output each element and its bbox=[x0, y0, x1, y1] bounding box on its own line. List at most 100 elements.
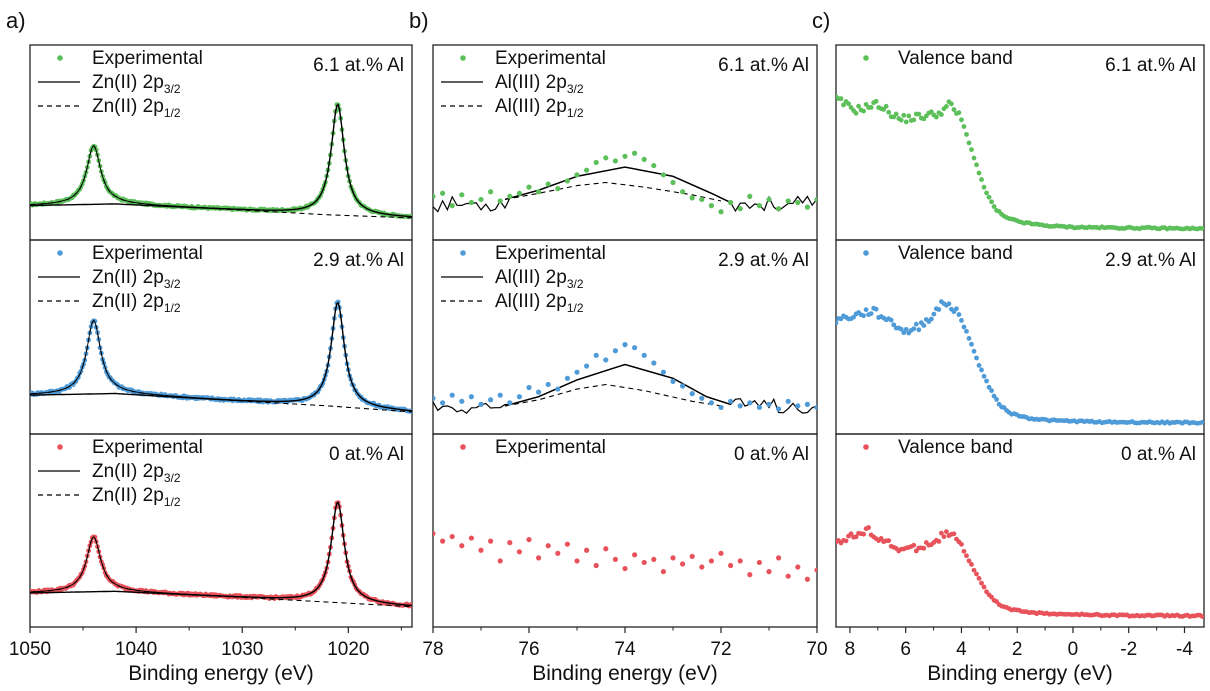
experimental-point bbox=[795, 564, 801, 570]
experimental-point bbox=[440, 400, 446, 406]
fit-envelope-line bbox=[30, 103, 412, 218]
experimental-point bbox=[603, 546, 609, 552]
valence-band-point bbox=[949, 101, 954, 107]
valence-band-point bbox=[921, 545, 927, 551]
experimental-point bbox=[641, 559, 647, 566]
valence-band-point bbox=[979, 580, 984, 586]
experimental-point bbox=[766, 196, 772, 203]
legend-label-subscript: 1/2 bbox=[567, 106, 584, 120]
valence-band-point bbox=[848, 531, 854, 537]
x-tick-label: 0 bbox=[1068, 639, 1079, 660]
legend-marker-dot bbox=[863, 444, 869, 450]
experimental-point bbox=[497, 198, 503, 204]
experimental-point bbox=[708, 203, 715, 209]
valence-band-point bbox=[1199, 419, 1204, 425]
experimental-point bbox=[488, 538, 494, 544]
valence-band-point bbox=[979, 177, 984, 182]
experimental-point bbox=[574, 369, 580, 375]
experimental-point bbox=[507, 540, 513, 546]
experimental-point bbox=[574, 172, 580, 178]
x-tick-label: -4 bbox=[1176, 639, 1193, 660]
experimental-point bbox=[766, 401, 772, 407]
legend-label: Zn(II) 2p3/2 bbox=[92, 267, 181, 291]
valence-band-point bbox=[961, 324, 967, 330]
valence-band-point bbox=[921, 323, 927, 328]
valence-band-point bbox=[838, 96, 844, 102]
experimental-point bbox=[433, 193, 436, 199]
legend-marker-dot bbox=[863, 55, 869, 61]
x-tick-label: 76 bbox=[518, 639, 539, 660]
experimental-point bbox=[785, 198, 791, 204]
experimental-point bbox=[766, 569, 772, 575]
legend-label: Experimental bbox=[495, 48, 606, 69]
experimental-point bbox=[593, 352, 599, 358]
valence-band-point bbox=[956, 110, 962, 116]
experimental-point bbox=[545, 543, 551, 549]
valence-band-point bbox=[989, 388, 994, 394]
x-tick-label: 8 bbox=[845, 639, 856, 660]
fit-2p32-line bbox=[504, 166, 731, 204]
experimental-point bbox=[756, 559, 763, 566]
experimental-point bbox=[555, 186, 561, 192]
experimental-point bbox=[564, 541, 571, 547]
experimental-point bbox=[433, 530, 436, 537]
valence-band-point bbox=[1199, 226, 1204, 231]
experimental-point bbox=[584, 547, 590, 553]
experimental-point bbox=[516, 394, 523, 400]
x-tick-label: 70 bbox=[806, 639, 827, 660]
x-axis: 1050 1040 1030 1020 Binding energy (eV) bbox=[9, 627, 402, 685]
valence-band-point bbox=[903, 326, 909, 332]
experimental-point bbox=[449, 533, 455, 540]
experimental-point bbox=[622, 153, 628, 159]
experimental-point bbox=[468, 535, 474, 541]
experimental-point bbox=[612, 348, 619, 354]
fit-2p32-line bbox=[30, 301, 412, 412]
valence-band-point bbox=[891, 322, 897, 328]
experimental-point bbox=[488, 397, 494, 403]
legend-marker-dot bbox=[460, 55, 466, 61]
experimental-point bbox=[612, 158, 619, 164]
valence-band-point bbox=[863, 307, 869, 313]
experimental-point bbox=[555, 550, 561, 556]
experimental-point bbox=[804, 204, 811, 210]
valence-band-point bbox=[868, 105, 874, 110]
valence-band-point bbox=[873, 98, 879, 104]
valence-band-point bbox=[898, 117, 904, 123]
legend-label-subscript: 3/2 bbox=[164, 82, 181, 96]
experimental-point bbox=[785, 398, 791, 404]
sample-label: 0 at.% Al bbox=[1121, 444, 1196, 465]
sample-label: 2.9 at.% Al bbox=[1105, 250, 1196, 271]
legend-label: Experimental bbox=[495, 243, 606, 264]
experimental-point bbox=[449, 203, 455, 209]
valence-band-point bbox=[836, 320, 839, 326]
experimental-point bbox=[756, 203, 763, 209]
valence-band-point bbox=[976, 170, 982, 176]
experimental-point bbox=[574, 558, 580, 564]
experimental-point bbox=[641, 352, 647, 358]
experimental-point bbox=[651, 556, 657, 563]
fit-envelope-line bbox=[30, 301, 412, 412]
experimental-point bbox=[478, 196, 484, 203]
valence-band-point bbox=[981, 373, 987, 379]
valence-band-point bbox=[981, 584, 987, 590]
valence-band-point bbox=[964, 132, 969, 137]
experimental-point bbox=[440, 190, 446, 196]
valence-band-point bbox=[959, 541, 964, 547]
panel-label: a) bbox=[6, 8, 26, 33]
experimental-point bbox=[708, 558, 715, 564]
experimental-point bbox=[680, 383, 686, 389]
valence-band-point bbox=[941, 534, 947, 540]
experimental-point bbox=[584, 363, 590, 369]
experimental-point bbox=[814, 196, 817, 203]
experimental-point bbox=[459, 398, 465, 404]
valence-band-point bbox=[936, 539, 942, 544]
valence-band-point bbox=[991, 393, 997, 399]
valence-band-point bbox=[866, 525, 872, 530]
plot-area bbox=[836, 299, 1204, 426]
subplot-0-at-al: Valence band 0 at.% Al bbox=[835, 433, 1205, 628]
sample-label: 2.9 at.% Al bbox=[718, 250, 809, 271]
experimental-point bbox=[459, 192, 465, 198]
valence-band-point bbox=[861, 531, 866, 537]
legend-label-subscript: 3/2 bbox=[164, 471, 181, 485]
experimental-point bbox=[632, 150, 638, 156]
